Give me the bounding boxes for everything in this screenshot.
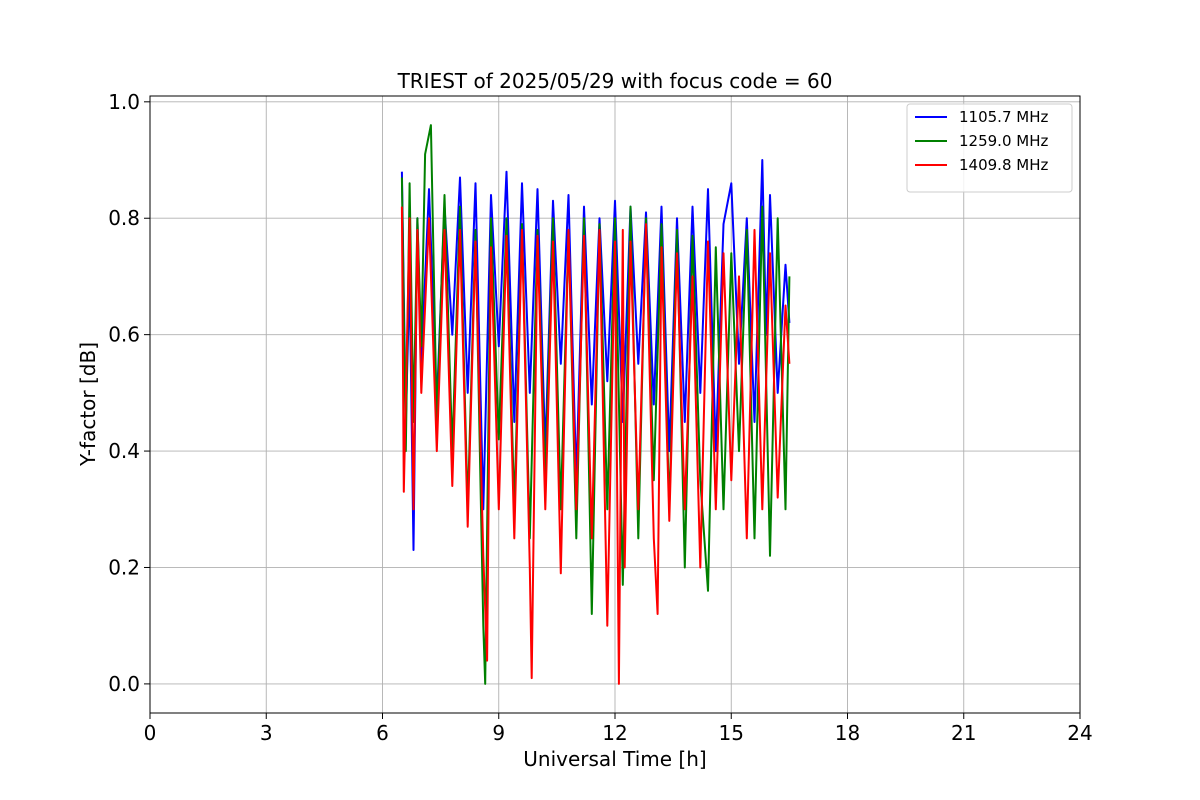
legend-label-1: 1105.7 MHz [959, 108, 1048, 126]
x-tick-label: 3 [260, 721, 273, 745]
legend-label-3: 1409.8 MHz [959, 156, 1048, 174]
chart-title: TRIEST of 2025/05/29 with focus code = 6… [397, 69, 833, 93]
y-tick-label: 0.2 [108, 555, 140, 579]
x-tick-label: 18 [835, 721, 860, 745]
x-tick-label: 15 [719, 721, 744, 745]
x-axis: 0 3 6 9 12 15 18 21 24 [144, 713, 1093, 745]
legend-box [906, 103, 1073, 193]
y-tick-label: 0.8 [108, 206, 140, 230]
legend-label-2: 1259.0 MHz [959, 132, 1048, 150]
legend: 1105.7 MHz 1259.0 MHz 1409.8 MHz [906, 103, 1073, 193]
x-axis-title: Universal Time [h] [523, 747, 706, 771]
series-layer [400, 124, 791, 685]
plot-area [400, 124, 791, 685]
y-tick-label: 0.0 [108, 672, 140, 696]
series-line-3 [400, 206, 791, 685]
y-tick-label: 0.6 [108, 323, 140, 347]
x-tick-label: 21 [951, 721, 976, 745]
y-axis-title: Y-factor [dB] [76, 342, 100, 467]
y-tick-label: 0.4 [108, 439, 140, 463]
x-tick-label: 24 [1067, 721, 1092, 745]
series-line-1 [400, 159, 791, 551]
x-tick-label: 6 [376, 721, 389, 745]
y-tick-label: 1.0 [108, 90, 140, 114]
x-tick-label: 9 [492, 721, 505, 745]
x-tick-label: 0 [144, 721, 157, 745]
y-axis: 0.0 0.2 0.4 0.6 0.8 1.0 [108, 90, 150, 696]
x-tick-label: 12 [602, 721, 627, 745]
